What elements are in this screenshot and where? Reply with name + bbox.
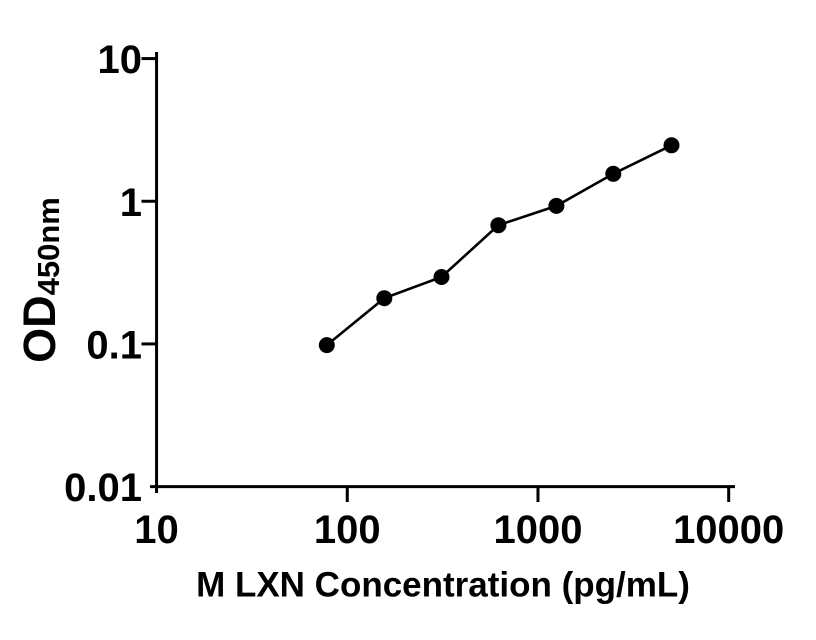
svg-text:1000: 1000 <box>493 508 582 552</box>
svg-text:10: 10 <box>98 38 143 82</box>
svg-text:0.1: 0.1 <box>86 323 142 367</box>
svg-text:0.01: 0.01 <box>64 466 142 510</box>
svg-text:OD450nm: OD450nm <box>14 197 66 363</box>
svg-text:10: 10 <box>134 508 179 552</box>
svg-text:1: 1 <box>120 181 142 225</box>
svg-text:100: 100 <box>314 508 381 552</box>
svg-text:M LXN Concentration (pg/mL): M LXN Concentration (pg/mL) <box>196 566 690 605</box>
svg-text:10000: 10000 <box>673 508 784 552</box>
